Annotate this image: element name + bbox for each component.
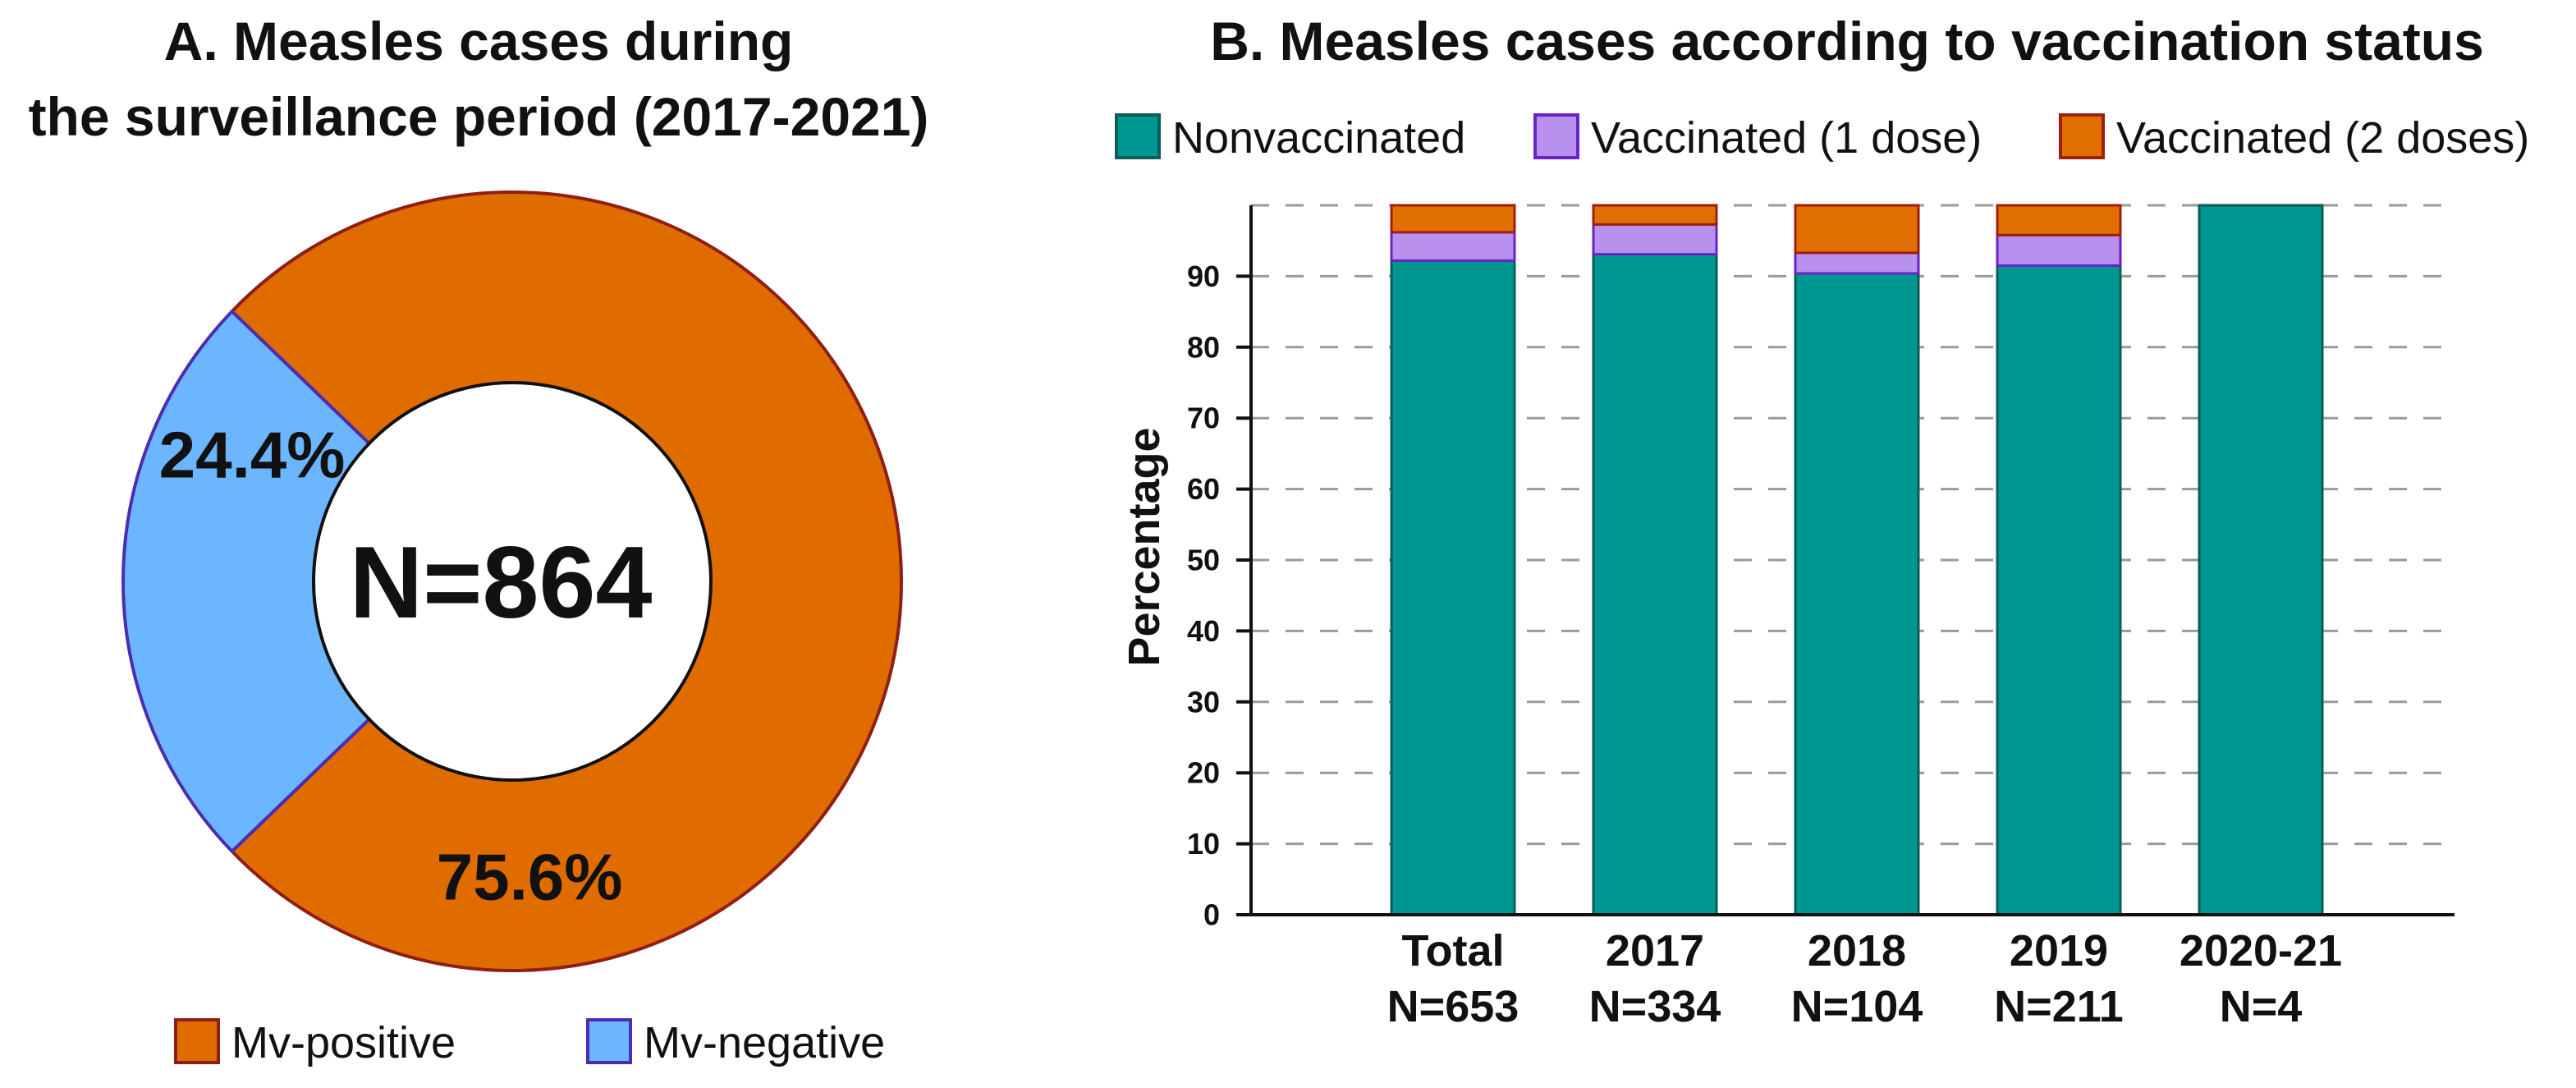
bar-2018-nonvaccinated (1794, 272, 1920, 916)
bar-2017-vaccinated-2-doses (1592, 204, 1718, 226)
x-tick-label-2020-21: 2020-21 (2180, 926, 2342, 976)
bar-2020-21-nonvaccinated (2198, 204, 2324, 916)
bar-2019-nonvaccinated (1996, 264, 2122, 916)
y-tick-label: 90 (1187, 259, 1220, 293)
bar-2019-vaccinated-2-doses (1996, 204, 2122, 236)
x-tick-sublabel-2017: N=334 (1589, 982, 1721, 1031)
panel-b-title: B. Measles cases according to vaccinatio… (1210, 11, 2484, 71)
bar-total-vaccinated-2-doses (1390, 204, 1516, 234)
legend-label-nonvaccinated: Nonvaccinated (1172, 113, 1465, 163)
legend-item-mv-positive: Mv-positive (174, 1018, 456, 1067)
legend-label-vaccinated-1-dose: Vaccinated (1 dose) (1591, 113, 1982, 163)
legend-label-vaccinated-2-doses: Vaccinated (2 doses) (2116, 113, 2529, 163)
donut-center-hole (312, 381, 713, 782)
panel-a-donut-chart: A. Measles cases during the surveillance… (29, 11, 929, 1067)
panel-a-title-line-1: A. Measles cases during (164, 11, 794, 71)
x-tick-sublabel-total: N=653 (1387, 982, 1519, 1031)
bar-2017-nonvaccinated (1592, 253, 1718, 916)
x-axis-ticks: Total N=653 2017 N=334 2018 N=104 2019 N=211 202… (1387, 926, 2342, 1031)
x-tick-label-total: Total (1402, 926, 1505, 976)
legend-label-mv-negative: Mv-negative (644, 1018, 885, 1067)
y-tick-label: 10 (1187, 827, 1220, 861)
y-tick-label: 40 (1187, 614, 1220, 648)
y-tick-label: 20 (1187, 756, 1220, 790)
y-tick-label: 30 (1187, 685, 1220, 718)
legend-item-vaccinated-2-doses: Vaccinated (2 doses) (2059, 113, 2529, 163)
legend-item-vaccinated-1-dose: Vaccinated (1 dose) (1533, 113, 1982, 163)
y-tick-label: 70 (1187, 402, 1220, 435)
y-tick-label: 60 (1187, 472, 1220, 506)
x-tick-sublabel-2020-21: N=4 (2220, 982, 2303, 1031)
legend-item-mv-negative: Mv-negative (586, 1018, 885, 1067)
bar-total-nonvaccinated (1390, 259, 1516, 916)
y-axis-ticks: 0 10 20 30 40 50 60 70 80 90 (1187, 259, 1251, 932)
donut-center-label: N=864 (350, 526, 653, 640)
pie-slice-label-mv-positive: 75.6% (437, 841, 623, 914)
y-axis-title: Percentage (1120, 427, 1169, 666)
bar-2017-vaccinated-1-dose (1592, 223, 1718, 256)
legend-swatch-mv-positive (174, 1018, 220, 1064)
panel-b-stacked-bar-chart: B. Measles cases according to vaccinatio… (1115, 11, 2529, 1031)
legend-swatch-vaccinated-2-doses (2059, 113, 2105, 159)
x-tick-sublabel-2019: N=211 (1994, 982, 2124, 1031)
bar-2019-vaccinated-1-dose (1996, 233, 2122, 267)
panel-b-legend: Nonvaccinated Vaccinated (1 dose) Vaccin… (1115, 113, 2529, 163)
x-tick-label-2019: 2019 (2010, 926, 2108, 976)
bar-2018-vaccinated-2-doses (1794, 204, 1920, 255)
pie-slice-label-mv-negative: 24.4% (159, 419, 346, 492)
bars (1390, 204, 2324, 916)
bar-2018-vaccinated-1-dose (1794, 251, 1920, 275)
y-tick-label: 0 (1203, 898, 1220, 932)
panel-a-legend: Mv-positive Mv-negative (174, 1018, 885, 1067)
x-tick-sublabel-2018: N=104 (1791, 982, 1923, 1031)
legend-swatch-mv-negative (586, 1018, 632, 1064)
legend-swatch-vaccinated-1-dose (1533, 113, 1579, 159)
y-tick-label: 50 (1187, 544, 1220, 577)
legend-swatch-nonvaccinated (1115, 113, 1161, 159)
x-tick-label-2017: 2017 (1606, 926, 1704, 976)
bar-total-vaccinated-1-dose (1390, 231, 1516, 262)
panel-a-title-line-2: the surveillance period (2017-2021) (29, 86, 929, 147)
legend-label-mv-positive: Mv-positive (231, 1018, 456, 1067)
legend-item-nonvaccinated: Nonvaccinated (1115, 113, 1465, 163)
y-tick-label: 80 (1187, 330, 1220, 364)
x-tick-label-2018: 2018 (1808, 926, 1906, 976)
